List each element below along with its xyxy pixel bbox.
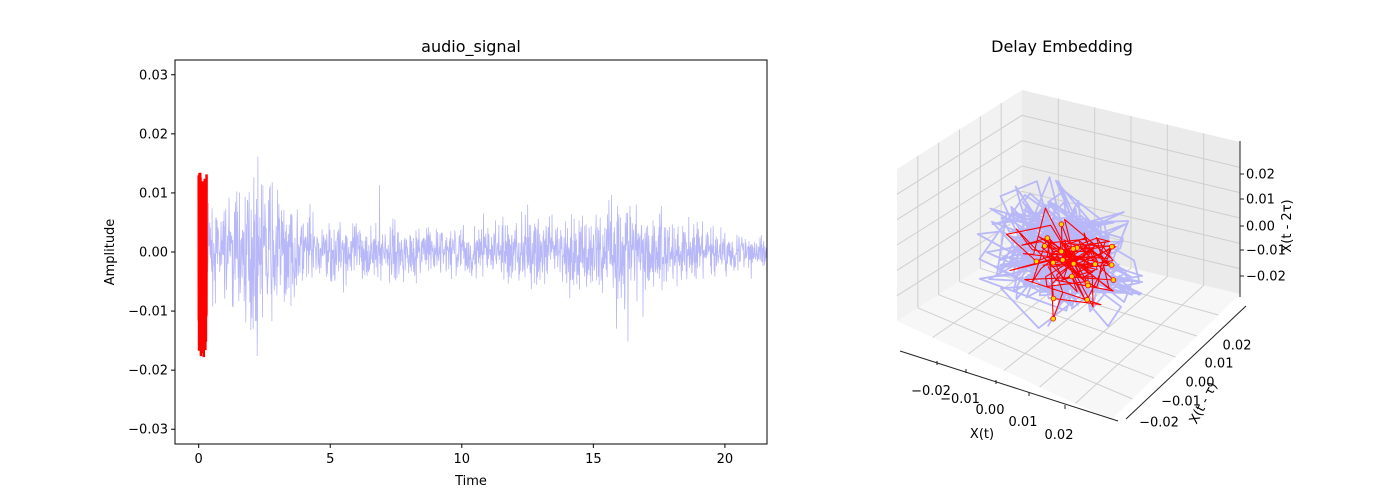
highlighted-point (1042, 243, 1048, 249)
highlighted-point (1092, 261, 1098, 268)
y-tick-label: −0.02 (128, 364, 168, 379)
chart-title-3d: Delay Embedding (991, 37, 1133, 56)
z-tick-label-3d: 0.02 (1246, 168, 1275, 183)
x-tick-label-3d: −0.01 (940, 392, 980, 407)
y-tick-label: −0.01 (128, 305, 168, 320)
highlighted-point (1058, 248, 1065, 255)
y-tick-label-3d: 0.02 (1223, 339, 1252, 354)
highlighted-point (1069, 273, 1075, 280)
chart-title: audio_signal (421, 37, 521, 57)
highlighted-point (1033, 258, 1040, 265)
y-tick-label: 0.02 (139, 127, 168, 142)
y-axis: −0.03 −0.02 −0.01 0.00 0.01 0.02 0.03 (128, 68, 175, 438)
x-tick-label-3d: 0.02 (1045, 428, 1074, 443)
grid-floor-y (938, 294, 1155, 379)
x-tick-label: 10 (454, 452, 471, 467)
highlighted-point (1085, 282, 1091, 289)
highlighted-point (1059, 257, 1066, 263)
z-axis-label-3d: X(t - 2τ) (1280, 199, 1295, 252)
y-tick-label: −0.03 (128, 423, 168, 438)
x-tick-label-3d: 0.00 (976, 403, 1005, 418)
x-tick-label: 5 (326, 452, 334, 467)
highlighted-point (1044, 235, 1051, 241)
grid-left-z (896, 140, 1023, 221)
grid-left-z (896, 190, 1023, 271)
highlighted-point (1110, 277, 1117, 283)
y-tick-label-3d: 0.00 (1186, 376, 1215, 391)
highlighted-point (1084, 296, 1090, 303)
highlighted-point (1109, 243, 1115, 250)
grid-floor-y (959, 281, 1176, 358)
highlighted-point (1050, 315, 1056, 322)
y-axis-line-3d (1125, 305, 1247, 420)
y-tick-label-3d: −0.01 (1161, 395, 1201, 410)
x-axis-line-3d (899, 350, 1119, 422)
highlighted-point (1070, 246, 1077, 252)
x-tick-label: 0 (195, 452, 203, 467)
pane-floor (897, 242, 1240, 420)
y-tick-label: 0.03 (139, 68, 168, 83)
grid-back-z (1021, 114, 1241, 168)
x-axis-label: Time (454, 474, 487, 489)
x-axis: 0 5 10 15 20 (195, 444, 734, 467)
y-tick-label-3d: −0.02 (1139, 416, 1179, 431)
grid-floor-y (917, 307, 1133, 400)
grid-left-z (896, 165, 1023, 246)
y-tick-label: 0.01 (139, 186, 168, 201)
z-tick-label-3d: 0.00 (1246, 220, 1275, 235)
z-tick-label-3d: 0.01 (1246, 193, 1275, 208)
z-tick-label-3d: −0.02 (1246, 270, 1286, 285)
series-full-signal (198, 156, 768, 356)
highlighted-point (1108, 262, 1115, 268)
x-tick-label-3d: 0.01 (1009, 415, 1038, 430)
x-tick-label: 15 (585, 452, 602, 467)
series-highlighted-segment (197, 172, 208, 358)
grid-left-z (896, 114, 1023, 195)
x-axis-label-3d: X(t) (970, 427, 994, 442)
y-axis-label: Amplitude (103, 219, 118, 286)
chart-audio-signal: audio_signal 0 5 10 15 20 −0.03 −0.02 −0.01 0.0… (103, 37, 768, 489)
trajectory-plot-area (976, 176, 1144, 329)
grid-back-z (1021, 140, 1241, 194)
grid-back-z (1021, 190, 1241, 244)
grid-back-z (1021, 165, 1241, 219)
highlighted-point (1050, 295, 1057, 302)
y-tick-label: 0.00 (139, 246, 168, 261)
3d-axes: −0.02−0.010.000.010.02−0.02−0.010.000.01… (899, 141, 1286, 443)
y-tick-label-3d: 0.01 (1205, 357, 1234, 372)
z-tick-label-3d: −0.01 (1246, 244, 1286, 259)
highlighted-point (1050, 259, 1056, 266)
waveform-plot-area (197, 156, 768, 358)
x-tick-label-3d: −0.02 (911, 384, 951, 399)
x-tick-label: 20 (717, 452, 734, 467)
highlighted-point (1070, 260, 1077, 267)
chart-delay-embedding: Delay Embedding −0.02−0.010.000.010.02−0… (896, 37, 1295, 443)
highlighted-point (1058, 221, 1065, 228)
